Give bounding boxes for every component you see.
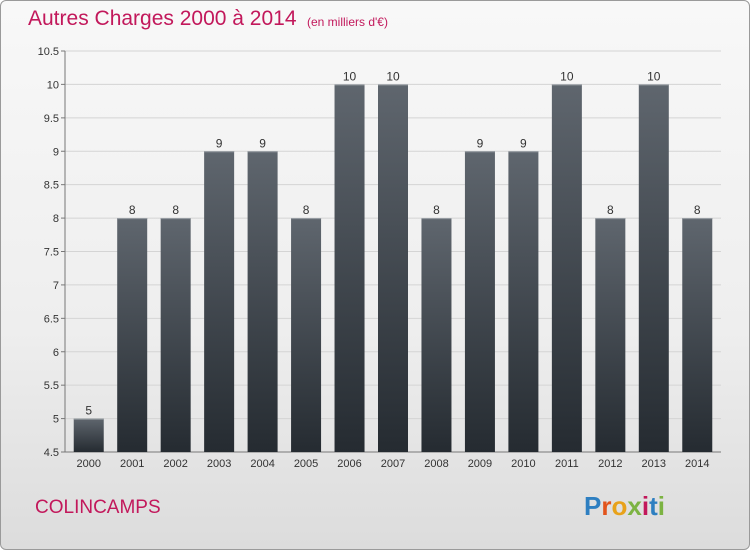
bar xyxy=(682,218,713,452)
y-tick-label: 6.5 xyxy=(44,313,59,325)
logo-letter: P xyxy=(584,491,602,521)
x-tick-label: 2003 xyxy=(207,458,231,470)
data-label: 10 xyxy=(647,69,661,83)
data-label: 10 xyxy=(560,69,574,83)
bar xyxy=(117,218,148,452)
bar xyxy=(551,84,582,453)
logo-letter: r xyxy=(601,491,612,521)
x-tick-label: 2007 xyxy=(381,458,405,470)
bar xyxy=(421,218,452,452)
data-label: 8 xyxy=(172,203,179,217)
x-tick-label: 2013 xyxy=(642,458,666,470)
logo-letter: x xyxy=(627,491,642,521)
data-label: 8 xyxy=(694,203,701,217)
y-tick-label: 6 xyxy=(53,347,59,359)
bar xyxy=(508,151,539,452)
data-label: 9 xyxy=(216,136,223,150)
x-tick-label: 2005 xyxy=(294,458,318,470)
x-tick-label: 2011 xyxy=(555,458,579,470)
bar xyxy=(160,218,191,452)
x-tick-label: 2001 xyxy=(120,458,144,470)
logo-letter: i xyxy=(641,491,650,521)
y-tick-label: 7 xyxy=(53,280,59,292)
proxiti-logo: Proxiti xyxy=(584,491,665,522)
logo-letter: i xyxy=(657,491,665,521)
y-tick-label: 9 xyxy=(53,146,59,158)
y-tick-label: 7.5 xyxy=(44,247,59,259)
bar xyxy=(595,218,626,452)
data-label: 8 xyxy=(129,203,136,217)
data-label: 9 xyxy=(477,136,484,150)
bar xyxy=(464,151,495,452)
bar xyxy=(291,218,322,452)
data-label: 9 xyxy=(520,136,527,150)
logo-letter: o xyxy=(611,491,628,521)
chart-title: Autres Charges 2000 à 2014 xyxy=(28,7,297,30)
bar xyxy=(334,84,365,453)
y-tick-label: 9.5 xyxy=(44,113,59,125)
y-tick-label: 8 xyxy=(53,213,59,225)
data-label: 10 xyxy=(386,69,400,83)
commune-name: COLINCAMPS xyxy=(35,497,161,518)
data-label: 8 xyxy=(433,203,440,217)
x-tick-label: 2012 xyxy=(598,458,622,470)
data-label: 10 xyxy=(343,69,357,83)
logo-letter: t xyxy=(649,491,658,521)
data-label: 5 xyxy=(85,404,92,418)
x-tick-label: 2002 xyxy=(163,458,187,470)
x-tick-label: 2006 xyxy=(337,458,361,470)
y-tick-label: 4.5 xyxy=(44,447,59,459)
bar xyxy=(73,418,104,452)
chart-subtitle: (en milliers d'€) xyxy=(307,15,388,29)
x-tick-label: 2008 xyxy=(424,458,448,470)
data-label: 8 xyxy=(607,203,614,217)
bar xyxy=(204,151,235,452)
data-label: 8 xyxy=(303,203,310,217)
y-tick-label: 8.5 xyxy=(44,180,59,192)
x-tick-label: 2010 xyxy=(511,458,535,470)
x-tick-label: 2009 xyxy=(468,458,492,470)
y-tick-label: 5 xyxy=(53,414,59,426)
x-tick-label: 2014 xyxy=(685,458,709,470)
bar xyxy=(378,84,408,453)
x-tick-label: 2000 xyxy=(76,458,100,470)
y-tick-label: 10 xyxy=(47,79,59,91)
y-tick-label: 10.5 xyxy=(38,46,59,58)
bar xyxy=(247,151,278,452)
x-tick-label: 2004 xyxy=(250,458,274,470)
data-label: 9 xyxy=(259,136,266,150)
bar xyxy=(638,84,669,453)
y-tick-label: 5.5 xyxy=(44,380,59,392)
